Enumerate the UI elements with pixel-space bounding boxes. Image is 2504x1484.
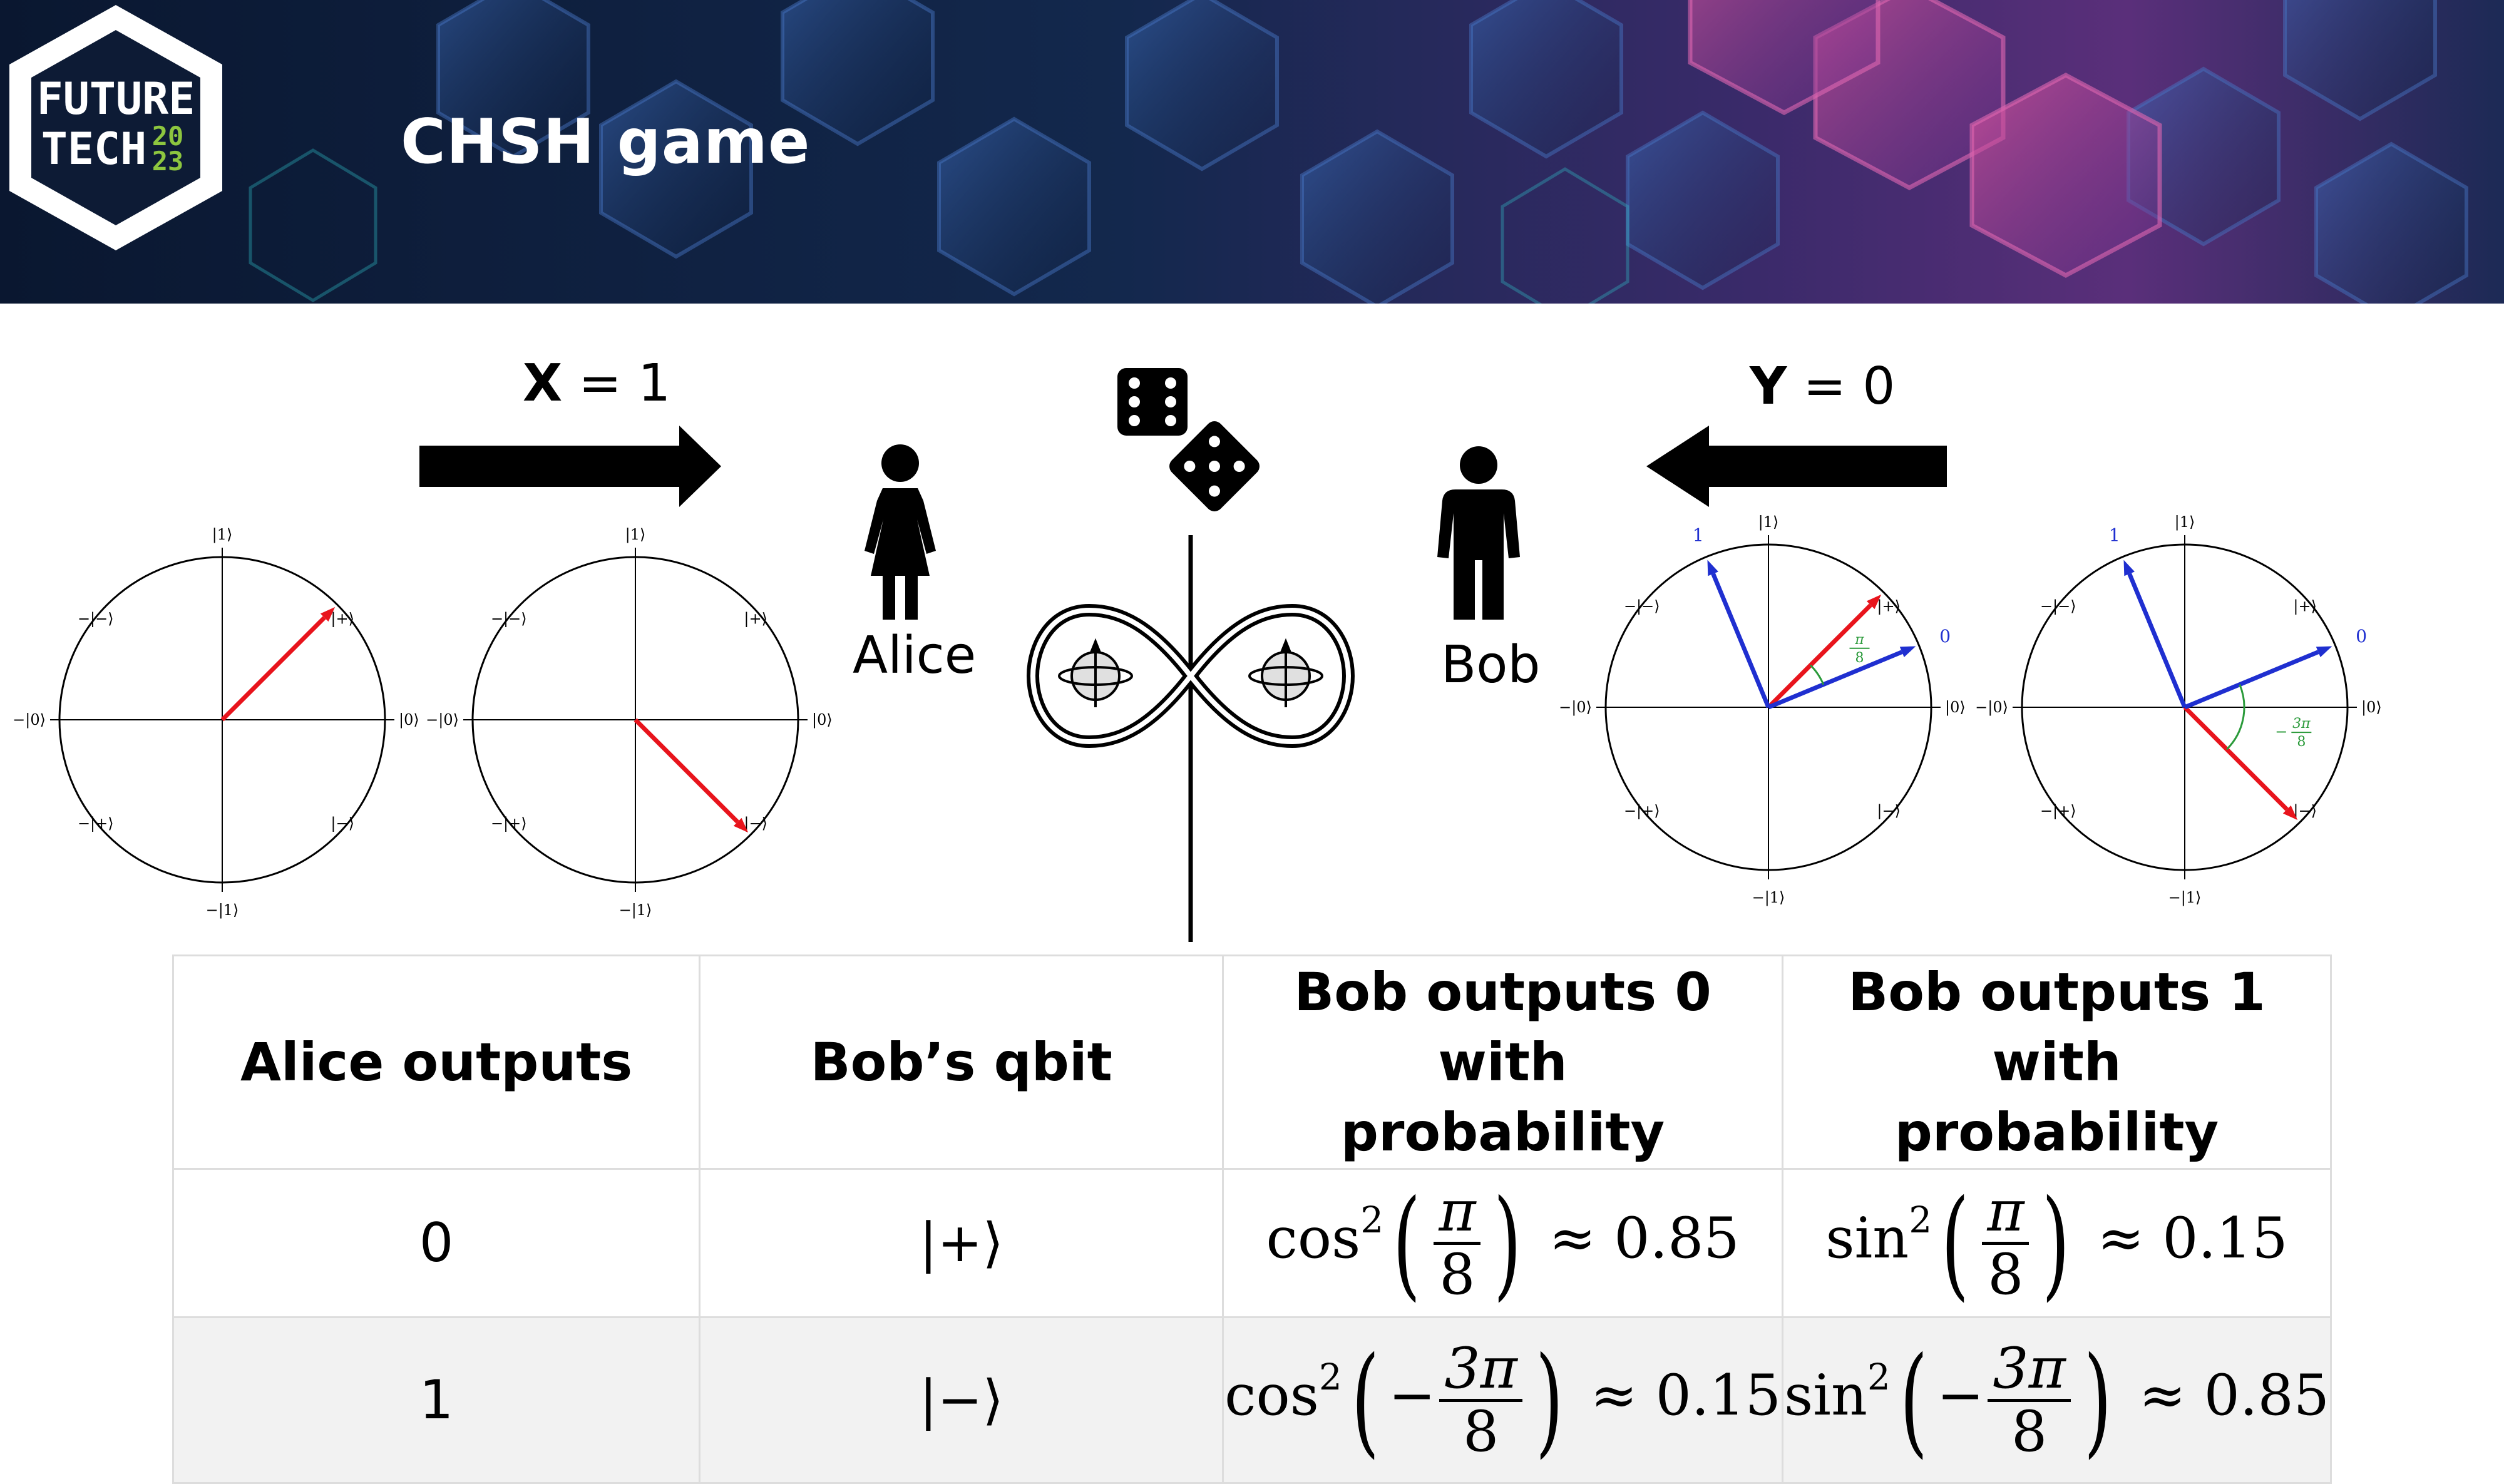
svg-text:FUTURE: FUTURE <box>37 73 195 125</box>
label-ket-plus: |+⟩ <box>1877 598 1901 616</box>
label-ket-plus: |+⟩ <box>2293 598 2317 616</box>
cell-bob-qbit: |−⟩ <box>699 1316 1224 1484</box>
label-minus-ket-plus: −|+⟩ <box>2040 802 2076 820</box>
alice-question-label: X = 1 <box>523 354 671 413</box>
cell-prob-0: cos2(−3π 8) ≈ 0.15 <box>1222 1316 1783 1484</box>
red-state-vector <box>220 616 326 722</box>
label-minus-ket-0: −|0⟩ <box>13 711 46 729</box>
left-arrow-icon <box>1646 426 1947 507</box>
hexagon-background <box>0 0 2504 304</box>
table-header-row: Alice outputs Bob’s qbit Bob outputs 0 w… <box>172 954 2332 1170</box>
cell-prob-1: sin2(π 8) ≈ 0.15 <box>1781 1168 2332 1318</box>
label-minus-ket-0: −|0⟩ <box>1559 699 1592 717</box>
label-minus-ket-1: −|1⟩ <box>1752 889 1785 907</box>
label-minus-ket-1: −|1⟩ <box>206 901 239 919</box>
header-alice-outputs: Alice outputs <box>172 954 701 1170</box>
label-ket-0: |0⟩ <box>399 711 419 729</box>
header-bob-outputs-1: Bob outputs 1 with probability <box>1781 954 2332 1170</box>
dice-icon <box>1117 368 1260 511</box>
red-state-vector <box>1767 603 1872 709</box>
header-banner: FUTURE TECH 20 23 CHSH game <box>0 0 2504 304</box>
angle-numerator: π <box>1854 632 1864 648</box>
cell-alice-output: 1 <box>172 1316 701 1484</box>
blue-basis-vector-0-head <box>2316 646 2332 657</box>
red-state-vector <box>634 718 739 824</box>
label-ket-1: |1⟩ <box>2175 513 2195 531</box>
header-bob-outputs-0: Bob outputs 0 with probability <box>1222 954 1783 1170</box>
bob-plot-2: |1⟩ −|1⟩ |0⟩ −|0⟩ |+⟩ −|−⟩ |−⟩ −|+⟩ 0 1 − 3π 8 <box>1975 513 2382 907</box>
angle-arc <box>2226 684 2245 750</box>
label-ket-minus: |−⟩ <box>744 814 767 832</box>
blue-basis-vector-1 <box>2127 573 2187 709</box>
label-minus-ket-minus: −|−⟩ <box>78 610 114 628</box>
red-state-vector <box>2183 705 2289 811</box>
angle-denominator: 8 <box>2297 734 2306 750</box>
man-icon <box>1437 446 1520 620</box>
red-state-vector-head <box>1866 594 1882 610</box>
woman-icon <box>865 444 936 620</box>
label-minus-ket-0: −|0⟩ <box>1975 699 2008 717</box>
cell-bob-qbit: |+⟩ <box>699 1168 1224 1318</box>
svg-text:23: 23 <box>152 146 184 177</box>
bob-question-label: Y = 0 <box>1750 357 1896 416</box>
cell-alice-output: 0 <box>172 1168 701 1318</box>
label-minus-ket-plus: −|+⟩ <box>78 814 114 832</box>
angle-denominator: 8 <box>1855 650 1864 666</box>
basis-label-1: 1 <box>1693 525 1704 546</box>
slide-title: CHSH game <box>401 106 811 178</box>
alice-plot-1: |1⟩ −|1⟩ |0⟩ −|0⟩ |+⟩ −|−⟩ |−⟩ −|+⟩ <box>13 526 419 919</box>
header-bobs-qbit: Bob’s qbit <box>699 954 1224 1170</box>
basis-label-1: 1 <box>2109 525 2120 546</box>
label-minus-ket-plus: −|+⟩ <box>491 814 527 832</box>
alice-plot-2: |1⟩ −|1⟩ |0⟩ −|0⟩ |+⟩ −|−⟩ |−⟩ −|+⟩ <box>426 526 833 919</box>
label-ket-0: |0⟩ <box>2361 699 2382 717</box>
label-minus-ket-1: −|1⟩ <box>2168 889 2202 907</box>
label-minus-ket-minus: −|−⟩ <box>2040 598 2076 616</box>
futuretech-2023-logo: FUTURE TECH 20 23 <box>9 5 222 250</box>
angle-arc <box>1810 664 1825 685</box>
label-ket-1: |1⟩ <box>625 526 646 544</box>
bob-plot-1: |1⟩ −|1⟩ |0⟩ −|0⟩ |+⟩ −|−⟩ |−⟩ −|+⟩ 0 1 π 8 <box>1559 513 1966 907</box>
label-minus-ket-plus: −|+⟩ <box>1624 802 1660 820</box>
blue-basis-vector-1-head <box>1707 560 1718 576</box>
blue-basis-vector-0-head <box>1899 646 1916 657</box>
cell-prob-1: sin2(−3π 8) ≈ 0.85 <box>1781 1316 2332 1484</box>
table-row: 0 |+⟩ cos2(π 8) ≈ 0.85 sin2(π 8) ≈ 0.15 <box>172 1168 2332 1318</box>
svg-text:20: 20 <box>152 121 184 151</box>
label-ket-minus: |−⟩ <box>2293 802 2317 820</box>
red-state-vector-head <box>733 817 749 833</box>
probability-table: Alice outputs Bob’s qbit Bob outputs 0 w… <box>172 954 2332 1484</box>
entangled-pair-icon <box>1026 603 1355 749</box>
diagram-shapes <box>419 368 1947 942</box>
angle-numerator: 3π <box>2292 716 2311 732</box>
label-ket-minus: |−⟩ <box>331 814 354 832</box>
blue-basis-vector-0 <box>1767 650 1903 710</box>
right-arrow-icon <box>419 426 721 507</box>
label-minus-ket-1: −|1⟩ <box>619 901 652 919</box>
basis-label-0: 0 <box>2356 626 2367 647</box>
angle-sign: − <box>2275 723 2287 740</box>
label-minus-ket-0: −|0⟩ <box>426 711 459 729</box>
cell-prob-0: cos2(π 8) ≈ 0.85 <box>1222 1168 1783 1318</box>
svg-text:TECH: TECH <box>41 123 147 175</box>
blue-basis-vector-0 <box>2183 650 2319 710</box>
label-minus-ket-minus: −|−⟩ <box>1624 598 1660 616</box>
label-ket-plus: |+⟩ <box>331 610 354 628</box>
blue-basis-vector-1-head <box>2123 560 2135 576</box>
label-ket-minus: |−⟩ <box>1877 802 1901 820</box>
label-ket-0: |0⟩ <box>1945 699 1966 717</box>
red-state-vector-head <box>2282 805 2298 821</box>
blue-basis-vector-1 <box>1711 573 1771 709</box>
label-minus-ket-minus: −|−⟩ <box>491 610 527 628</box>
bob-label: Bob <box>1441 635 1541 695</box>
label-ket-0: |0⟩ <box>812 711 833 729</box>
label-ket-plus: |+⟩ <box>744 610 767 628</box>
table-row: 1 |−⟩ cos2(−3π 8) ≈ 0.15 sin2(−3π 8) ≈ 0.8… <box>172 1316 2332 1484</box>
alice-label: Alice <box>853 626 977 685</box>
red-state-vector-head <box>320 606 336 622</box>
label-ket-1: |1⟩ <box>1758 513 1779 531</box>
basis-label-0: 0 <box>1939 626 1951 647</box>
label-ket-1: |1⟩ <box>212 526 233 544</box>
